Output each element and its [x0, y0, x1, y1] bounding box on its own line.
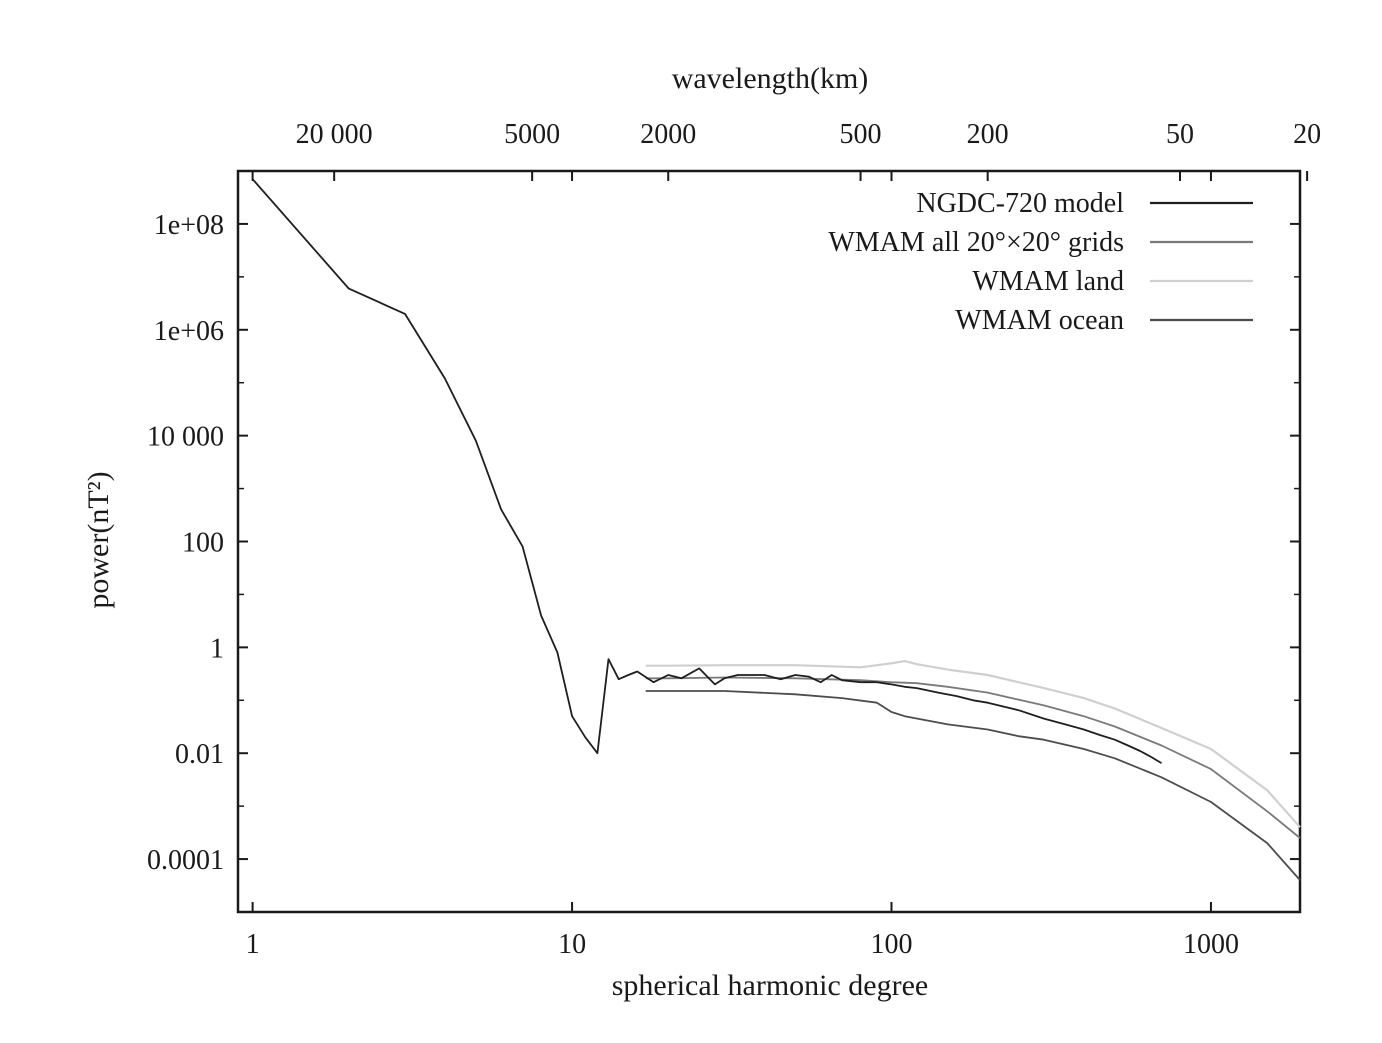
series-layer — [251, 178, 1301, 881]
axis-ticks: 1 10 100 1000 0.0001 0.01 1 100 10 000 1e+06 1e+08… — [147, 119, 1321, 960]
y-axis-title: power(nT²) — [82, 471, 115, 608]
y-tick-label: 1e+08 — [154, 210, 224, 241]
y-tick-label: 100 — [182, 528, 224, 559]
top-tick-label: 5000 — [504, 119, 560, 150]
top-tick-label: 200 — [967, 119, 1009, 150]
x-axis-title: spherical harmonic degree — [612, 969, 929, 1002]
top-tick-label: 20 — [1293, 119, 1321, 150]
series-line-3 — [645, 690, 1301, 881]
y-tick-label: 0.01 — [175, 739, 224, 770]
y-tick-label: 0.0001 — [147, 845, 224, 876]
x-tick-label: 10 — [558, 929, 586, 960]
legend-label: WMAM land — [972, 266, 1124, 297]
top-tick-label: 2000 — [640, 119, 696, 150]
x-tick-label: 100 — [871, 929, 913, 960]
top-tick-label: 500 — [840, 119, 882, 150]
top-axis-title: wavelength(km) — [672, 62, 869, 95]
top-tick-label: 20 000 — [296, 119, 373, 150]
y-tick-label: 1 — [210, 633, 224, 664]
legend-label: WMAM ocean — [955, 305, 1124, 336]
legend-label: NGDC-720 model — [916, 188, 1124, 219]
series-line-2 — [645, 659, 1301, 828]
series-line-1 — [645, 676, 1301, 839]
legend: NGDC-720 model WMAM all 20°×20° grids WMAM… — [828, 188, 1253, 336]
top-tick-label: 50 — [1166, 119, 1194, 150]
x-tick-label: 1000 — [1183, 929, 1239, 960]
y-tick-label: 1e+06 — [154, 316, 224, 347]
legend-label: WMAM all 20°×20° grids — [828, 227, 1124, 258]
y-tick-label: 10 000 — [147, 422, 224, 453]
series-line-0 — [251, 178, 1162, 764]
plot-frame — [236, 169, 1302, 914]
x-tick-label: 1 — [246, 929, 260, 960]
